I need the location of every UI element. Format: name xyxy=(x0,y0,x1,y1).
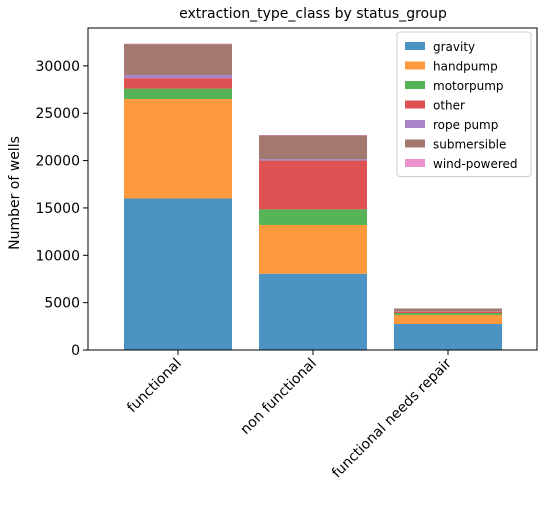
bar-rope-pump-1 xyxy=(259,159,367,161)
y-tick-label: 0 xyxy=(71,343,80,359)
bar-other-0 xyxy=(124,78,232,89)
y-tick-label: 20000 xyxy=(35,154,80,170)
bar-submersible-2 xyxy=(394,308,502,312)
legend-label: handpump xyxy=(433,60,498,74)
legend-swatch xyxy=(405,42,425,50)
legend-label: wind-powered xyxy=(433,157,518,171)
legend-swatch xyxy=(405,120,425,128)
legend-label: submersible xyxy=(433,138,506,152)
x-tick-label: non functional xyxy=(238,356,320,438)
bars xyxy=(124,43,502,350)
legend: gravity handpump motorpump other rope pump su… xyxy=(396,31,532,177)
legend-label: rope pump xyxy=(433,118,498,132)
y-tick-label: 15000 xyxy=(35,201,80,217)
y-axis-label: Number of wells xyxy=(7,136,23,250)
y-tick-label: 5000 xyxy=(44,296,80,312)
bar-submersible-1 xyxy=(259,135,367,160)
bar-gravity-0 xyxy=(124,198,232,350)
bar-other-1 xyxy=(259,160,367,210)
bar-handpump-2 xyxy=(394,314,502,324)
bar-handpump-0 xyxy=(124,99,232,199)
bar-gravity-2 xyxy=(394,323,502,350)
bar-other-2 xyxy=(394,311,502,314)
x-axis: functional non functional functional needs… xyxy=(124,350,455,481)
bar-gravity-1 xyxy=(259,273,367,350)
legend-label: motorpump xyxy=(433,79,504,93)
chart-title: extraction_type_class by status_group xyxy=(179,6,447,22)
x-tick-label: functional needs repair xyxy=(329,355,455,481)
bar-motorpump-0 xyxy=(124,88,232,100)
bar-rope-pump-0 xyxy=(124,74,232,79)
legend-swatch xyxy=(405,159,425,167)
y-tick-label: 30000 xyxy=(35,59,80,75)
legend-box xyxy=(396,31,532,177)
bar-handpump-1 xyxy=(259,224,367,274)
y-tick-label: 25000 xyxy=(35,106,80,122)
legend-swatch xyxy=(405,81,425,89)
legend-swatch xyxy=(405,139,425,148)
legend-label: other xyxy=(433,99,465,113)
legend-swatch xyxy=(405,100,425,109)
bar-motorpump-2 xyxy=(394,313,502,315)
x-tick-label: functional xyxy=(124,356,185,417)
legend-swatch xyxy=(405,61,425,70)
bar-motorpump-1 xyxy=(259,209,367,225)
legend-label: gravity xyxy=(433,40,475,54)
bar-submersible-0 xyxy=(124,44,232,75)
y-tick-label: 10000 xyxy=(35,248,80,264)
y-axis: 0 5000 10000 15000 20000 25000 30000 xyxy=(35,59,88,359)
